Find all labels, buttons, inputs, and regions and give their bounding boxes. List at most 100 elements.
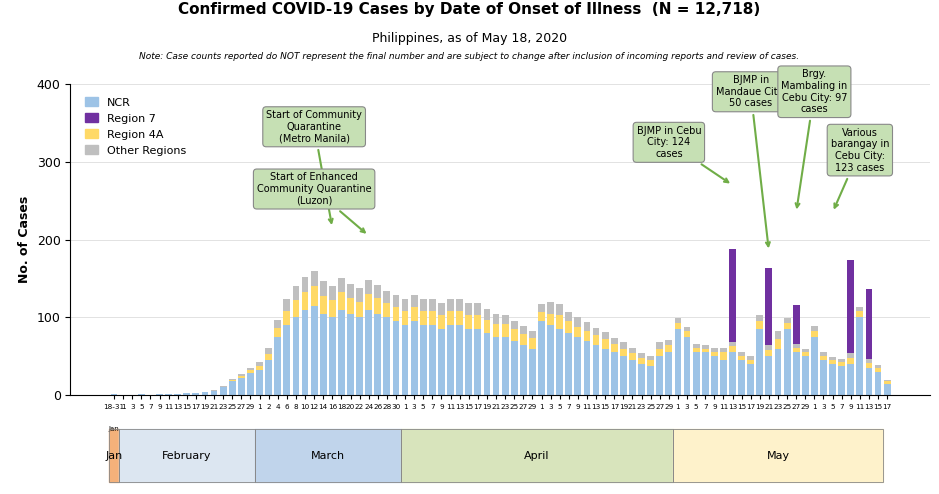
Bar bbox=[284, 299, 290, 311]
Bar bbox=[410, 321, 418, 395]
Bar bbox=[856, 311, 863, 317]
Bar bbox=[493, 337, 500, 395]
Bar bbox=[365, 310, 372, 395]
Bar bbox=[720, 348, 727, 352]
Bar bbox=[866, 368, 872, 395]
Bar bbox=[255, 429, 401, 482]
Bar bbox=[220, 387, 226, 395]
Bar bbox=[674, 329, 682, 395]
Text: Start of Community
Quarantine
(Metro Manila): Start of Community Quarantine (Metro Man… bbox=[266, 110, 362, 223]
Bar bbox=[565, 312, 572, 321]
Bar bbox=[847, 358, 854, 364]
Bar bbox=[401, 429, 673, 482]
Text: Jan: Jan bbox=[109, 426, 119, 432]
Bar bbox=[383, 291, 391, 303]
Bar bbox=[629, 348, 636, 353]
Bar bbox=[639, 358, 645, 364]
Bar bbox=[474, 315, 482, 329]
Bar bbox=[183, 393, 191, 395]
Bar bbox=[711, 352, 717, 356]
Bar bbox=[757, 321, 763, 329]
Bar bbox=[439, 303, 445, 315]
Bar bbox=[111, 394, 117, 395]
Bar bbox=[118, 429, 255, 482]
Bar bbox=[839, 366, 845, 395]
Bar bbox=[884, 379, 890, 381]
Bar bbox=[265, 348, 272, 354]
Bar bbox=[501, 325, 509, 337]
Bar bbox=[375, 298, 381, 314]
Bar bbox=[693, 348, 700, 352]
Bar bbox=[156, 394, 162, 395]
Text: Brgy.
Mambaling in
Cebu City: 97
cases: Brgy. Mambaling in Cebu City: 97 cases bbox=[781, 69, 848, 207]
Bar bbox=[738, 356, 745, 360]
Bar bbox=[775, 349, 781, 395]
Bar bbox=[466, 315, 472, 329]
Bar bbox=[829, 357, 836, 360]
Bar bbox=[811, 337, 818, 395]
Bar bbox=[329, 286, 336, 300]
Text: Jan: Jan bbox=[105, 451, 123, 461]
Bar bbox=[402, 325, 408, 395]
Bar bbox=[629, 353, 636, 360]
Bar bbox=[175, 394, 181, 395]
Bar bbox=[575, 317, 581, 327]
Bar bbox=[538, 304, 545, 312]
Bar bbox=[729, 249, 736, 342]
Bar bbox=[429, 325, 436, 395]
Bar bbox=[820, 360, 827, 395]
Legend: NCR, Region 7, Region 4A, Other Regions: NCR, Region 7, Region 4A, Other Regions bbox=[80, 93, 191, 160]
Bar bbox=[420, 325, 426, 395]
Bar bbox=[593, 335, 599, 345]
Bar bbox=[784, 329, 791, 395]
Bar bbox=[693, 344, 700, 348]
Bar bbox=[784, 323, 791, 329]
Text: April: April bbox=[524, 451, 549, 461]
Bar bbox=[238, 374, 245, 376]
Bar bbox=[520, 326, 527, 334]
Bar bbox=[747, 356, 754, 360]
Bar bbox=[538, 312, 545, 321]
Bar bbox=[420, 299, 426, 311]
Bar bbox=[511, 329, 517, 341]
Bar bbox=[765, 356, 772, 395]
Bar bbox=[874, 368, 882, 372]
Bar bbox=[729, 352, 736, 395]
Bar bbox=[110, 429, 118, 482]
Bar bbox=[311, 306, 317, 395]
Bar bbox=[802, 349, 808, 352]
Bar bbox=[674, 323, 682, 329]
Bar bbox=[611, 337, 618, 344]
Bar bbox=[802, 352, 808, 356]
Bar bbox=[666, 345, 672, 352]
Bar bbox=[620, 342, 627, 349]
Bar bbox=[256, 362, 263, 366]
Bar bbox=[520, 345, 527, 395]
Bar bbox=[256, 370, 263, 395]
Bar bbox=[118, 429, 255, 482]
Bar bbox=[320, 281, 327, 296]
Bar bbox=[684, 327, 690, 331]
Bar bbox=[629, 360, 636, 395]
Bar bbox=[229, 381, 236, 395]
Text: Note: Case counts reported do NOT represent the final number and are subject to : Note: Case counts reported do NOT repres… bbox=[139, 52, 800, 61]
Bar bbox=[320, 314, 327, 395]
Bar bbox=[329, 317, 336, 395]
Bar bbox=[765, 350, 772, 356]
Bar bbox=[820, 356, 827, 360]
Bar bbox=[375, 314, 381, 395]
Bar bbox=[575, 327, 581, 337]
Bar bbox=[220, 386, 226, 387]
Bar bbox=[484, 333, 490, 395]
Bar bbox=[255, 429, 401, 482]
Bar bbox=[229, 379, 236, 381]
Bar bbox=[693, 352, 700, 395]
Bar bbox=[356, 302, 363, 317]
Text: Philippines, as of May 18, 2020: Philippines, as of May 18, 2020 bbox=[372, 32, 567, 45]
Bar bbox=[874, 365, 882, 368]
Bar bbox=[447, 299, 454, 311]
Bar bbox=[410, 307, 418, 321]
Bar bbox=[793, 352, 800, 395]
Bar bbox=[393, 321, 399, 395]
Bar bbox=[320, 296, 327, 314]
